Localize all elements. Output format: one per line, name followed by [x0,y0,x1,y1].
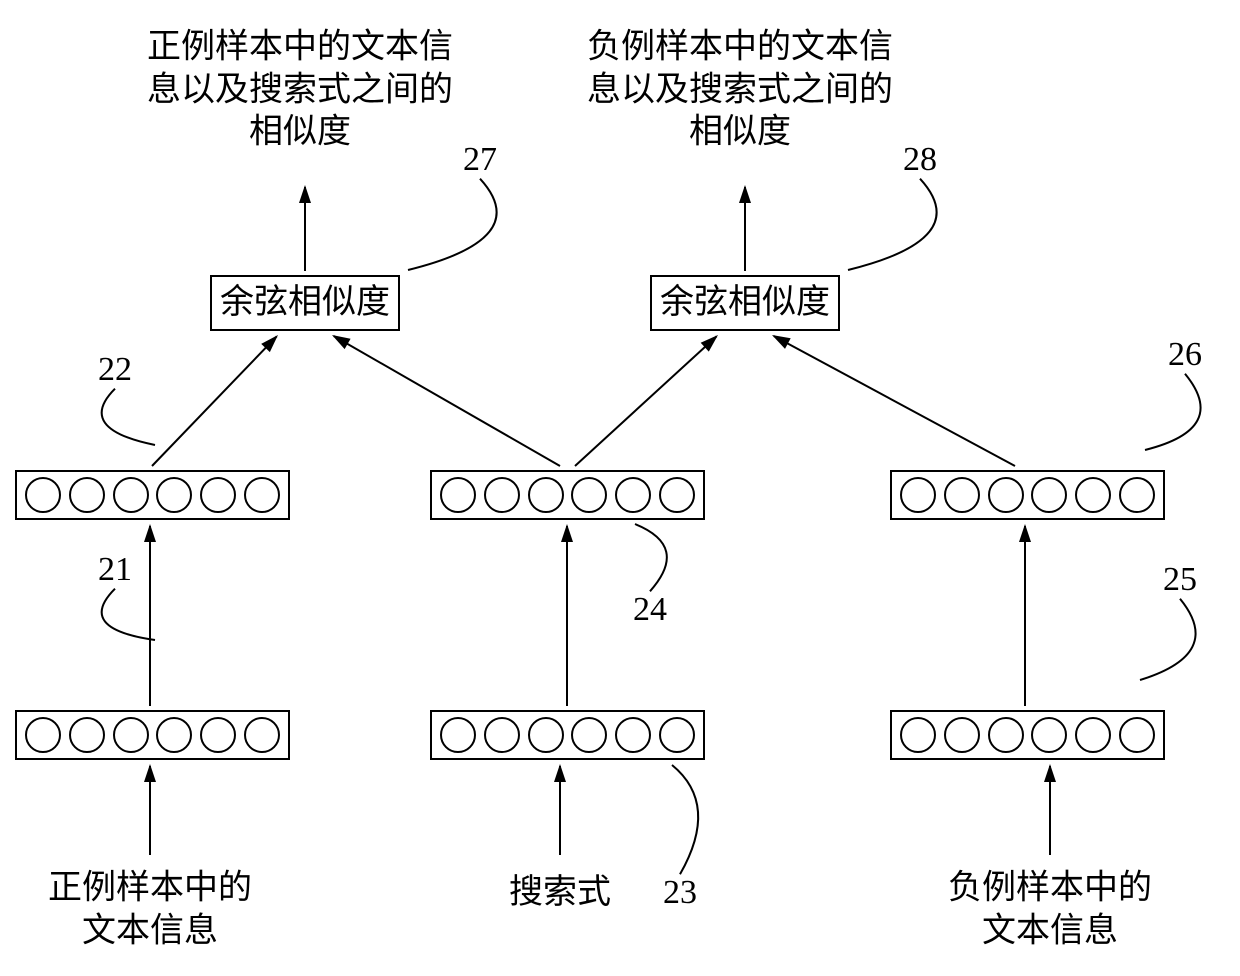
vector-unit-circle [900,477,936,513]
ref-22: 22 [98,349,132,392]
vector-unit-circle [484,477,520,513]
vector-unit-circle [200,477,236,513]
vector-unit-circle [944,477,980,513]
vector-unit-circle [484,717,520,753]
vector-unit-circle [244,477,280,513]
vector-unit-circle [571,477,607,513]
vector-mid-left [15,470,290,520]
vector-low-right [890,710,1165,760]
vector-unit-circle [244,717,280,753]
vector-low-left [15,710,290,760]
vector-unit-circle [440,717,476,753]
vector-unit-circle [1075,717,1111,753]
vector-low-center [430,710,705,760]
ref-27: 27 [463,139,497,182]
vector-unit-circle [1031,477,1067,513]
input-label-positive: 正例样本中的 文本信息 [48,868,252,953]
vector-unit-circle [615,717,651,753]
vector-unit-circle [615,477,651,513]
cosine-box-left: 余弦相似度 [210,275,400,331]
vector-unit-circle [1031,717,1067,753]
vector-unit-circle [156,717,192,753]
vector-mid-center [430,470,705,520]
ref-23: 23 [663,872,697,915]
vector-unit-circle [571,717,607,753]
cosine-box-right-label: 余弦相似度 [660,284,830,321]
cosine-box-right: 余弦相似度 [650,275,840,331]
vector-unit-circle [440,477,476,513]
vector-unit-circle [69,477,105,513]
vector-unit-circle [1119,717,1155,753]
vector-unit-circle [113,717,149,753]
ref-21: 21 [98,549,132,592]
vector-unit-circle [900,717,936,753]
vector-unit-circle [200,717,236,753]
vector-unit-circle [944,717,980,753]
vector-unit-circle [528,717,564,753]
vector-unit-circle [988,717,1024,753]
vector-unit-circle [1119,477,1155,513]
vector-unit-circle [659,477,695,513]
output-label-negative: 负例样本中的文本信 息以及搜索式之间的 相似度 [587,26,893,154]
vector-mid-right [890,470,1165,520]
ref-28: 28 [903,139,937,182]
vector-unit-circle [25,477,61,513]
input-label-negative: 负例样本中的 文本信息 [948,868,1152,953]
vector-unit-circle [988,477,1024,513]
vector-unit-circle [659,717,695,753]
ref-26: 26 [1168,334,1202,377]
vector-unit-circle [528,477,564,513]
vector-unit-circle [113,477,149,513]
input-label-query: 搜索式 [509,872,611,915]
vector-unit-circle [1075,477,1111,513]
ref-24: 24 [633,589,667,632]
ref-25: 25 [1163,559,1197,602]
vector-unit-circle [156,477,192,513]
output-label-positive: 正例样本中的文本信 息以及搜索式之间的 相似度 [147,26,453,154]
cosine-box-left-label: 余弦相似度 [220,284,390,321]
vector-unit-circle [69,717,105,753]
vector-unit-circle [25,717,61,753]
